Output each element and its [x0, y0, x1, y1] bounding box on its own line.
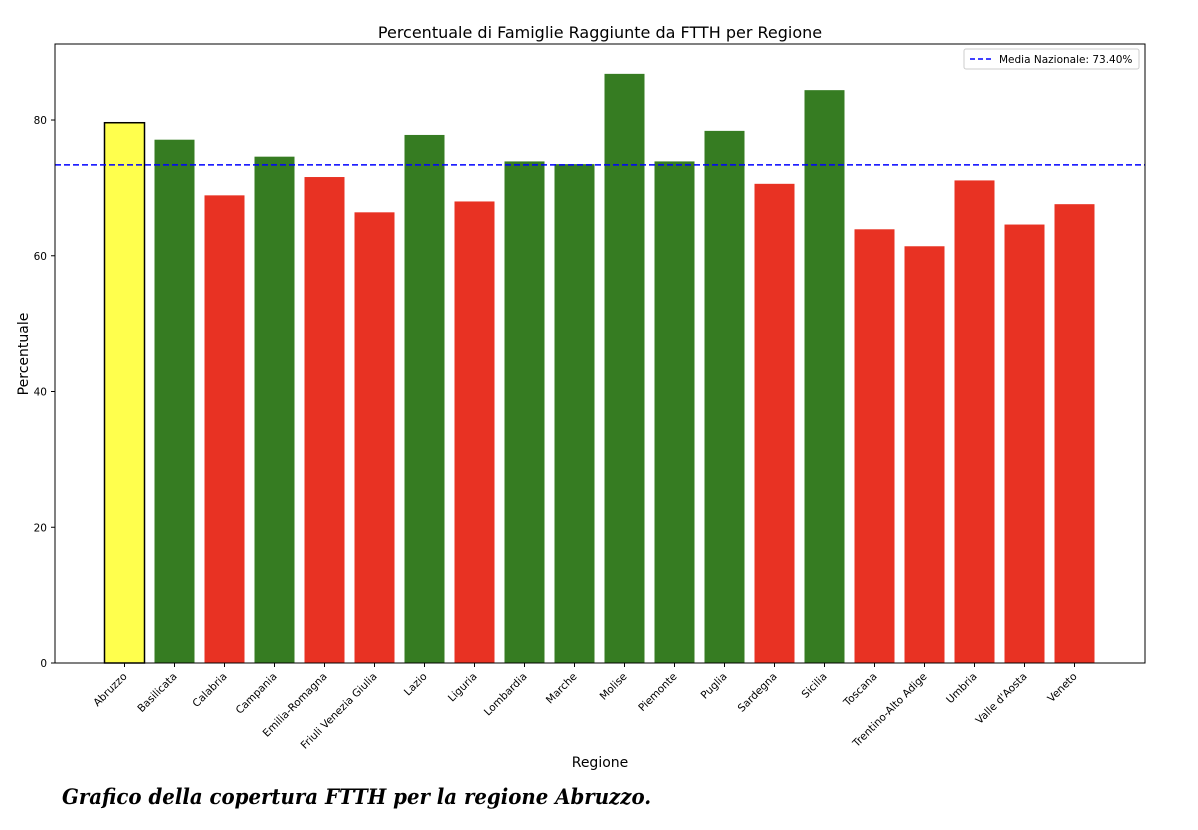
- x-tick-label: Valle d'Aosta: [973, 671, 1029, 727]
- x-tick-label: Basilicata: [135, 671, 179, 715]
- bar-campania: [254, 156, 295, 663]
- x-tick-label: Piemonte: [636, 671, 679, 714]
- y-axis: 0 20 40 60 80: [34, 115, 55, 670]
- bar-calabria: [204, 195, 245, 663]
- bar-marche: [554, 164, 595, 663]
- legend: Media Nazionale: 73.40%: [963, 48, 1140, 70]
- bar-liguria: [454, 201, 495, 663]
- legend-box: [963, 48, 1140, 70]
- bar-sicilia: [804, 90, 845, 664]
- x-tick-label: Calabria: [190, 671, 229, 710]
- x-tick-label: Liguria: [446, 671, 480, 705]
- bar-friuli-venezia-giulia: [354, 212, 395, 663]
- x-tick-label: Lombardia: [482, 671, 530, 719]
- bar-umbria: [954, 180, 995, 663]
- bar-puglia: [704, 130, 745, 663]
- x-tick-label: Lazio: [402, 671, 430, 699]
- x-tick-label: Veneto: [1045, 671, 1079, 705]
- x-axis: Abruzzo Basilicata Calabria CampaniaEmilia-…: [91, 663, 1080, 752]
- bar-valle-d-aosta: [1004, 224, 1045, 663]
- chart-title: Percentuale di Famiglie Raggiunte da FTT…: [378, 23, 822, 42]
- x-tick-label: Abruzzo: [91, 671, 129, 709]
- x-tick-label: Toscana: [841, 671, 880, 710]
- x-tick-label: Molise: [598, 671, 630, 703]
- bar-basilicata: [154, 139, 195, 663]
- ftth-bar-chart: Percentuale di Famiglie Raggiunte da FTT…: [16, 23, 1146, 771]
- x-tick-label: Sicilia: [800, 671, 830, 701]
- bar-trentino-alto-adige: [904, 246, 945, 663]
- x-tick-label: Sardegna: [736, 671, 780, 715]
- x-tick-label: Puglia: [699, 671, 730, 702]
- y-tick-label: 20: [34, 522, 47, 534]
- y-tick-label: 80: [34, 115, 47, 127]
- bar-toscana: [854, 229, 895, 663]
- bar-lombardia: [504, 161, 545, 663]
- bar-molise: [604, 73, 645, 664]
- bar-veneto: [1054, 204, 1095, 664]
- bar-emilia-romagna: [304, 177, 345, 663]
- x-tick-label: Campania: [234, 671, 280, 717]
- x-tick-label: Umbria: [944, 671, 980, 707]
- y-tick-label: 60: [34, 251, 47, 263]
- y-tick-label: 40: [34, 387, 47, 399]
- bar-lazio: [404, 134, 445, 663]
- plot-frame: [54, 43, 1146, 664]
- figure-caption: Grafico della copertura FTTH per la regi…: [62, 784, 652, 809]
- x-axis-label: Regione: [572, 755, 629, 771]
- bars-group: [103, 73, 1095, 664]
- legend-entry-national-average: Media Nazionale: 73.40%: [999, 54, 1132, 66]
- y-tick-label: 0: [40, 658, 47, 670]
- bar-abruzzo: [103, 121, 146, 664]
- bar-sardegna: [754, 183, 795, 663]
- x-tick-label: Marche: [544, 671, 580, 707]
- y-axis-label: Percentuale: [16, 313, 32, 396]
- bar-piemonte: [654, 161, 695, 663]
